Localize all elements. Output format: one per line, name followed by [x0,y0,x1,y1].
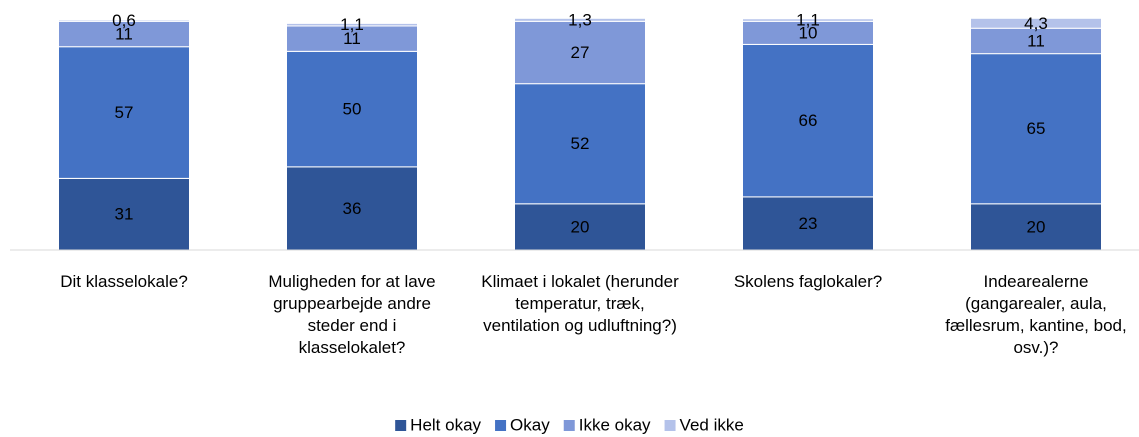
bar-segment [58,177,190,251]
legend-swatch [495,420,507,431]
data-label: 57 [115,103,134,122]
x-tick-label: Indearealerne (gangarealer, aula, fælles… [945,272,1127,357]
bar-segment [286,22,418,27]
bar-segment [58,19,190,22]
bar-segment [970,53,1102,205]
bar-segment [970,203,1102,251]
bar-segment [742,43,874,198]
data-label: 52 [571,134,590,153]
legend-label: Helt okay [410,415,481,434]
data-label: 36 [343,199,362,218]
x-tick-label: Muligheden for at lave gruppearbejde and… [268,272,436,357]
legend-swatch [563,420,575,431]
legend-swatch [664,420,676,431]
bar-segment [514,20,646,85]
x-tick-label: Dit klasselokale? [60,272,188,291]
data-label: 1,3 [568,10,592,29]
bar-segment [742,18,874,22]
data-label: 1,1 [340,15,364,34]
data-label: 50 [343,100,362,119]
data-label: 4,3 [1024,14,1048,33]
bar-segment [514,17,646,22]
legend-label: Ved ikke [680,415,744,434]
data-label: 11 [343,29,361,48]
bar-segment [58,46,190,179]
data-label: 27 [571,43,590,62]
data-label: 11 [1027,31,1045,50]
data-label: 11 [115,24,133,43]
data-label: 31 [115,205,134,224]
data-label: 10 [799,23,818,42]
bar-segment [970,17,1102,29]
bar-segment [970,27,1102,55]
data-label: 65 [1027,119,1046,138]
x-tick-label: Klimaet i lokalet (herunder temperatur, … [481,272,679,335]
legend-swatch [395,420,407,431]
data-label: 1,1 [796,11,820,30]
data-label: 0,6 [112,11,136,30]
bar-segment [286,166,418,251]
x-tick-label: Skolens faglokaler? [733,272,883,291]
legend-label: Okay [510,415,550,434]
data-label: 20 [1027,217,1046,236]
data-label: 23 [799,214,818,233]
bar-segment [742,196,874,251]
data-label: 66 [799,111,818,130]
data-label: 20 [571,217,590,236]
bar-segment [514,83,646,205]
legend-label: Ikke okay [579,415,651,434]
